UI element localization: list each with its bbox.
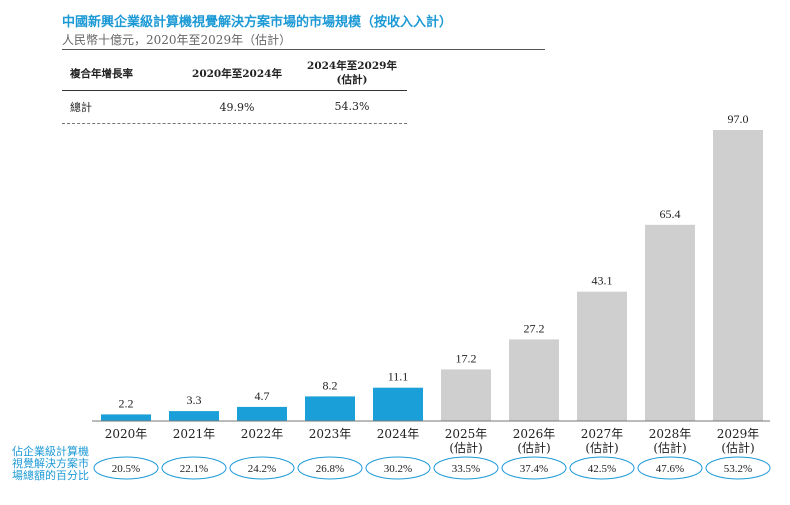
value-label-0: 2.2 [119, 396, 134, 410]
x-tick-label-0: 2020年 [105, 427, 148, 441]
share-oval-7 [569, 456, 635, 480]
cagr-value-period-1: 49.9% [219, 100, 255, 114]
value-label-8: 65.4 [660, 207, 681, 221]
share-value-9: 53.2% [724, 463, 752, 475]
share-value-0: 20.5% [112, 463, 140, 475]
cagr-header-period-1: 2020年至2024年 [192, 67, 282, 80]
cagr-header-label: 複合年增長率 [70, 67, 133, 80]
value-label-1: 3.3 [187, 393, 202, 407]
share-value-4: 30.2% [384, 463, 412, 475]
value-label-2: 4.7 [255, 389, 270, 403]
cagr-table-header: 複合年增長率 2020年至2024年 2024年至2029年 (估計) [62, 56, 407, 91]
bar-4 [373, 387, 423, 421]
bar-7 [577, 291, 627, 421]
cagr-value-period-2: 54.3% [334, 100, 370, 113]
bar-9 [713, 130, 763, 421]
chart-subtitle: 人民幣十億元，2020年至2029年（估計） [62, 33, 292, 47]
bar-2 [237, 406, 287, 421]
share-oval-8 [637, 456, 703, 480]
x-tick-label-4: 2024年 [377, 427, 420, 441]
cagr-table-row: 總計 49.9% 54.3% [62, 91, 407, 124]
share-row-label: 佔企業級計算機視覺解決方案市場總額的百分比 [12, 445, 89, 482]
x-tick-label-3: 2023年 [309, 427, 352, 441]
share-value-7: 42.5% [588, 463, 616, 475]
share-oval-4 [365, 456, 431, 480]
share-oval-1 [161, 456, 227, 480]
value-label-4: 11.1 [388, 370, 409, 384]
share-oval-2 [229, 456, 295, 480]
share-ovals: 20.5% 22.1% 24.2% 26.8% 30.2% 33.5% 37.4% 42.5%… [93, 456, 771, 480]
share-oval-6 [501, 456, 567, 480]
x-tick-label-7: 2027年(估計) [581, 427, 624, 455]
x-tick-label-5: 2025年(估計) [445, 427, 488, 455]
bar-3 [305, 396, 355, 421]
share-value-5: 33.5% [452, 463, 480, 475]
value-label-5: 17.2 [456, 351, 477, 365]
x-tick-label-9: 2029年(估計) [717, 427, 760, 455]
cagr-table: 複合年增長率 2020年至2024年 2024年至2029年 (估計) 總計 4… [62, 56, 407, 124]
share-oval-9 [705, 456, 771, 480]
bar-8 [645, 224, 695, 421]
chart-title: 中國新興企業級計算機視覺解決方案市場的市場規模（按收入入計） [62, 15, 453, 30]
share-oval-0 [93, 456, 159, 480]
bar-1 [169, 411, 219, 421]
x-tick-labels: 2020年 2021年 2022年 2023年 2024年 2025年(估計) 2026年(… [105, 427, 760, 455]
cagr-header-period-2: 2024年至2029年 (估計) [307, 60, 397, 86]
cagr-row-label: 總計 [70, 101, 92, 114]
share-value-8: 47.6% [656, 463, 684, 475]
x-tick-label-6: 2026年(估計) [513, 427, 556, 455]
bars-group: 2.2 3.3 4.7 8.2 11.1 17.2 27.2 43.1 65.4 97.0 [101, 112, 763, 421]
share-value-2: 24.2% [248, 463, 276, 475]
bar-0 [101, 414, 151, 421]
bar-6 [509, 339, 559, 421]
share-value-6: 37.4% [520, 463, 548, 475]
value-label-9: 97.0 [728, 112, 749, 126]
x-tick-label-1: 2021年 [173, 427, 216, 441]
x-tick-label-8: 2028年(估計) [649, 427, 692, 455]
share-value-1: 22.1% [180, 463, 208, 475]
share-oval-5 [433, 456, 499, 480]
title-divider [62, 49, 545, 50]
value-label-6: 27.2 [524, 321, 545, 335]
share-oval-3 [297, 456, 363, 480]
value-label-3: 8.2 [323, 378, 338, 392]
x-tick-label-2: 2022年 [241, 427, 284, 441]
bar-5 [441, 369, 491, 421]
share-value-3: 26.8% [316, 463, 344, 475]
value-label-7: 43.1 [592, 274, 613, 288]
